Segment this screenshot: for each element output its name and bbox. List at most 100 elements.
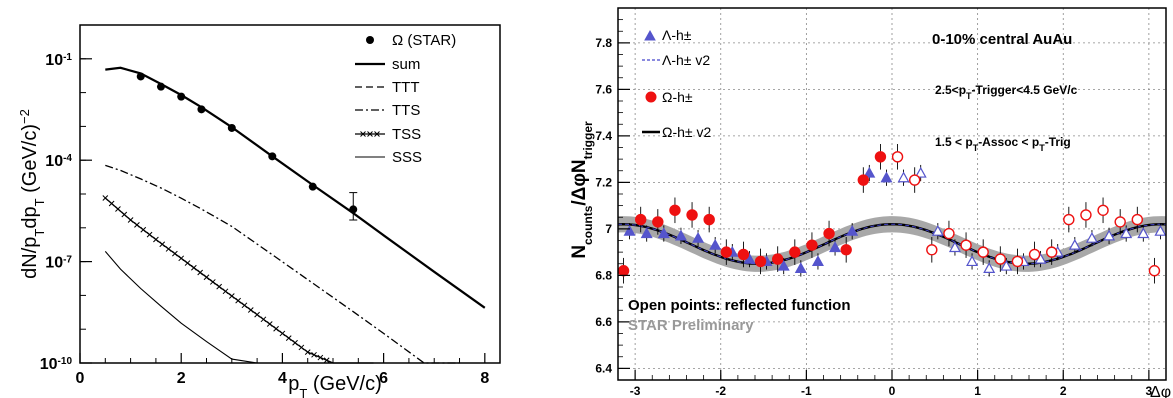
right-chart: -3 -2 -1 0 1 2 36.46.66.877.27.47.67.8 Λ-h±Λ-h…	[569, 7, 1171, 398]
legend-marker	[367, 131, 373, 137]
data-point	[829, 241, 842, 253]
series-marker	[178, 255, 185, 262]
data-point	[1068, 238, 1081, 250]
data-point	[1154, 224, 1167, 236]
data-point	[1085, 231, 1098, 243]
left-y-axis-label: dN/pTdpT (GeV/c)−2	[17, 109, 47, 279]
data-point	[720, 246, 733, 258]
data-point	[914, 166, 927, 178]
y-tick-label: 7.2	[595, 175, 612, 189]
legend-label: Ω (STAR)	[392, 32, 456, 49]
data-point	[908, 174, 921, 186]
series-marker	[146, 231, 153, 238]
data-point	[1028, 248, 1041, 261]
series-marker	[311, 351, 317, 358]
x-tick-label: 6	[379, 370, 388, 387]
y-tick-label: 6.8	[595, 268, 612, 282]
data-point	[874, 151, 887, 163]
data-point	[977, 246, 989, 258]
legend-label: SSS	[392, 149, 422, 166]
data-point	[686, 209, 698, 221]
x-tick-label: 1	[974, 384, 981, 398]
x-tick-label: -1	[801, 384, 812, 398]
legend-marker	[644, 29, 656, 41]
legend-label: Λ-h±	[662, 27, 692, 43]
data-point	[623, 224, 636, 236]
legend-label: Λ-h± v2	[662, 52, 710, 68]
series-marker	[285, 335, 292, 341]
annotation-trigger: 2.5<pT-Trigger<4.5 GeV/c	[935, 83, 1078, 101]
legend-marker	[374, 131, 380, 137]
y-tick-label: 10-4	[45, 153, 72, 171]
data-point	[966, 255, 979, 267]
data-point	[983, 262, 996, 273]
left-x-axis-label: pT (GeV/c)	[288, 373, 382, 398]
right-y-axis-label: Ncounts/ΔφNtrigger	[569, 121, 595, 259]
data-point	[703, 213, 715, 226]
series-marker	[184, 260, 191, 266]
series-marker	[203, 274, 210, 281]
data-point	[777, 259, 790, 271]
annotation-preliminary: STAR Preliminary	[628, 317, 754, 334]
y-tick-label: 7	[605, 222, 612, 236]
x-tick-label: 2	[177, 370, 186, 387]
data-point	[823, 227, 835, 240]
series-marker	[102, 195, 109, 201]
right-legend: Λ-h± Λ-h± v2 Ω-h± Ω-h± v2	[642, 27, 711, 140]
data-point	[1000, 259, 1013, 271]
data-point	[709, 238, 722, 250]
series-marker	[247, 307, 254, 313]
series-marker	[216, 283, 223, 290]
x-tick-label: -2	[715, 384, 726, 398]
data-point	[1045, 246, 1058, 258]
y-tick-label: 7.6	[595, 82, 612, 96]
series-marker	[292, 339, 298, 346]
right-x-axis-label: Δφ	[1150, 384, 1171, 398]
legend-label: TSS	[392, 126, 421, 143]
series-marker	[254, 311, 260, 318]
data-point	[806, 239, 818, 251]
data-point	[794, 262, 807, 273]
series-marker	[134, 222, 140, 228]
series-marker	[191, 264, 197, 271]
series-marker	[279, 330, 286, 337]
x-tick-label: -3	[630, 384, 641, 398]
data-point	[1080, 209, 1092, 221]
x-tick-label: 8	[480, 370, 489, 387]
data-point	[692, 231, 705, 243]
annotation-assoc: 1.5 < pT-Assoc < pT-Trig	[935, 135, 1071, 153]
series-marker	[209, 279, 216, 285]
data-point	[669, 204, 681, 216]
series-line-sss	[104, 251, 278, 364]
series-marker	[266, 321, 273, 327]
series-marker	[172, 250, 178, 257]
series-marker	[304, 349, 311, 355]
legend-marker	[360, 131, 366, 137]
x-tick-label: 0	[76, 370, 85, 387]
data-point	[840, 244, 852, 256]
series-marker	[228, 293, 235, 299]
x-tick-label: 0	[889, 384, 896, 398]
series-marker	[260, 316, 267, 323]
data-point	[943, 227, 955, 240]
x-tick-label: 2	[1060, 384, 1067, 398]
right-title: 0-10% central AuAu	[932, 31, 1072, 48]
x-tick-label: 4	[278, 370, 287, 387]
series-marker	[115, 206, 121, 212]
data-point	[1120, 227, 1133, 239]
data-point	[1103, 229, 1116, 241]
data-point	[789, 246, 801, 258]
series-line-tss	[104, 197, 374, 364]
data-point	[863, 166, 876, 178]
data-point	[994, 253, 1007, 265]
data-point	[1148, 265, 1161, 277]
series-marker	[222, 288, 229, 295]
left-chart: 0 2 4 6 8 10-10 10-7 10-4 10-1 Ω (STAR) sum TTT TTS…	[17, 24, 501, 398]
legend-label: Ω-h±	[662, 89, 693, 105]
data-point	[634, 213, 647, 226]
data-point	[948, 241, 961, 253]
series-marker	[108, 200, 115, 207]
series-line-tts	[105, 164, 460, 364]
series-marker	[165, 246, 172, 252]
